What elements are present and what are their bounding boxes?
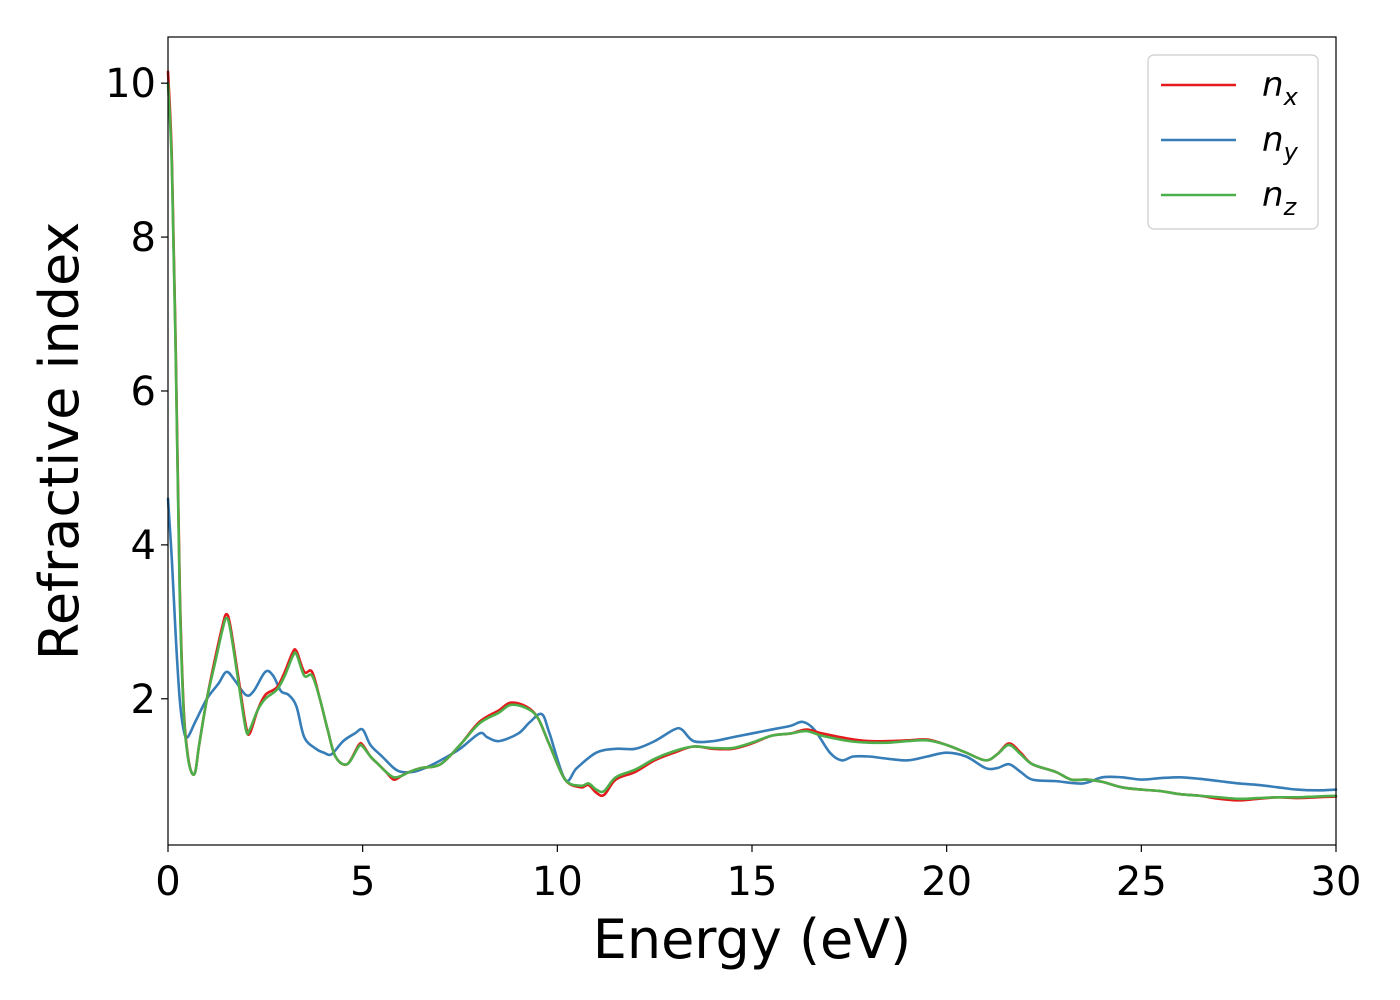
x-tick-label: 5 [350, 859, 375, 905]
x-tick-label: 30 [1311, 859, 1362, 905]
series-line-n-y [166, 497, 1338, 792]
axis-ticks: 0 5 10 15 20 25 30 2 4 6 8 10 [105, 61, 1361, 905]
y-tick-label: 8 [131, 215, 156, 261]
x-axis-title: Energy (eV) [593, 908, 912, 971]
series-line-n-z [166, 81, 1338, 801]
y-tick-label: 6 [131, 369, 156, 415]
legend-label-n-y: ny [1262, 120, 1299, 166]
x-tick-label: 15 [727, 859, 778, 905]
y-axis-title: Refractive index [28, 222, 91, 661]
y-tick-label: 10 [105, 61, 156, 107]
legend-label-n-x: nx [1262, 65, 1299, 111]
y-tick-label: 2 [131, 677, 156, 723]
x-tick-label: 0 [155, 859, 180, 905]
x-tick-label: 25 [1116, 859, 1167, 905]
x-tick-label: 10 [532, 859, 583, 905]
y-tick-label: 4 [131, 523, 156, 569]
series-layer [166, 70, 1338, 802]
x-tick-label: 20 [921, 859, 972, 905]
legend-box [1147, 54, 1319, 230]
